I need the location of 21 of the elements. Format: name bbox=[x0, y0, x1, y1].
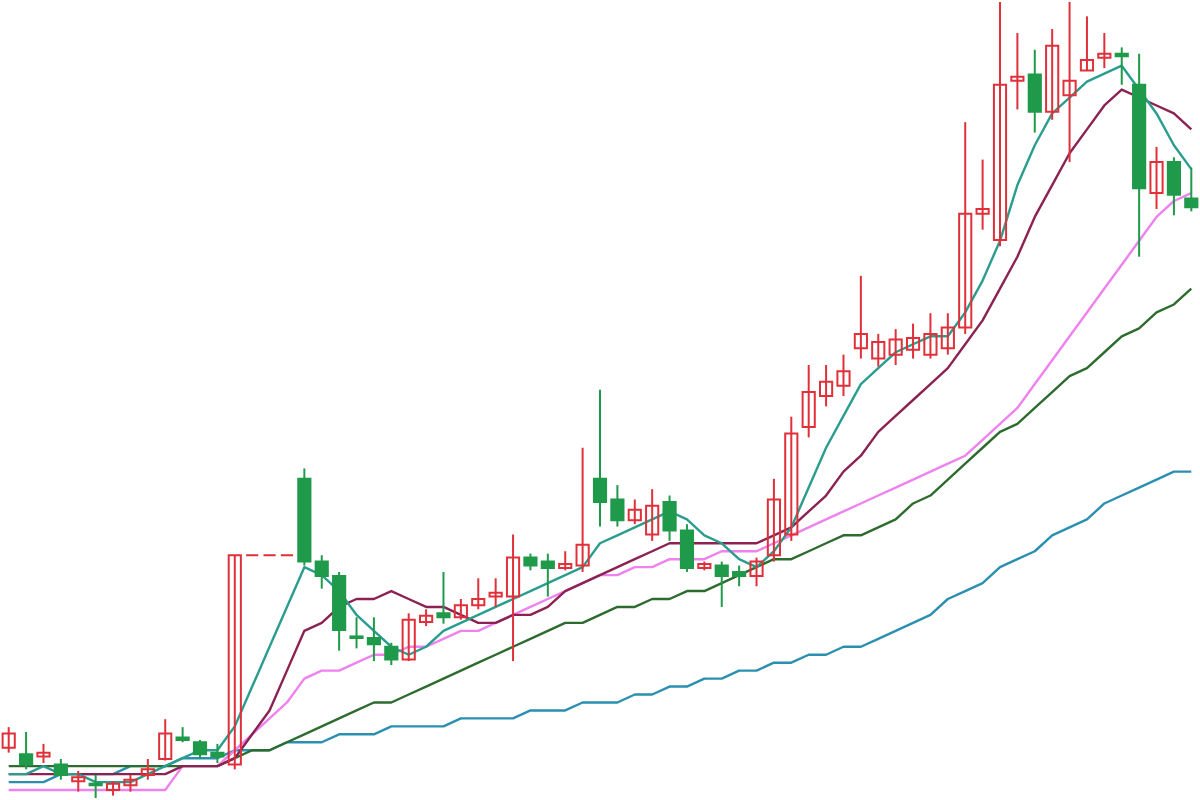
candlestick bbox=[384, 641, 399, 667]
candlestick bbox=[558, 550, 573, 572]
candlestick bbox=[436, 570, 451, 625]
candlestick bbox=[1184, 166, 1199, 213]
candlestick bbox=[1079, 15, 1095, 72]
candlestick bbox=[575, 446, 590, 573]
candlestick bbox=[158, 718, 173, 762]
candlestick bbox=[1166, 156, 1181, 217]
candlestick bbox=[1097, 32, 1112, 70]
candlestick bbox=[71, 769, 86, 793]
candlestick bbox=[36, 742, 51, 764]
candlestick bbox=[53, 758, 68, 781]
candlestick bbox=[1010, 32, 1025, 111]
candlestick bbox=[19, 730, 34, 771]
candlestick bbox=[1114, 46, 1129, 86]
candlestick bbox=[1149, 145, 1164, 210]
candlestick bbox=[749, 556, 764, 588]
candlestick bbox=[140, 758, 155, 781]
candlestick bbox=[227, 554, 242, 771]
candlestick bbox=[1, 726, 16, 754]
candlestick bbox=[1027, 48, 1042, 134]
